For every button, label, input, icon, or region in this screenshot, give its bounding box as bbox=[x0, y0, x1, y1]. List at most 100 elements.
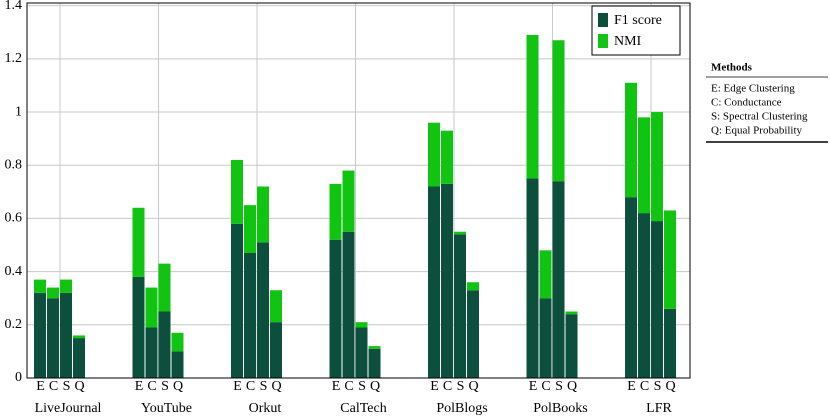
bar-segment bbox=[664, 210, 677, 309]
plot-frame bbox=[26, 2, 691, 379]
x-tick-label: E bbox=[233, 379, 242, 394]
methods-title: Methods bbox=[711, 62, 753, 74]
bar-segment bbox=[552, 40, 565, 182]
bar-segment bbox=[231, 223, 244, 378]
x-tick-label: Q bbox=[665, 379, 675, 394]
bar-segment bbox=[526, 178, 539, 378]
y-tick-label: 1.4 bbox=[5, 0, 23, 13]
x-tick-label: Q bbox=[567, 379, 577, 394]
bar-segment bbox=[552, 181, 565, 378]
bar-segment bbox=[342, 170, 355, 232]
bar-segment bbox=[158, 263, 171, 312]
y-tick-label: 1 bbox=[15, 104, 22, 119]
bar-segment bbox=[244, 253, 257, 378]
bar-segment bbox=[132, 276, 145, 378]
bar-segment bbox=[60, 292, 72, 378]
bar-segment bbox=[342, 231, 355, 378]
bar-segment bbox=[441, 130, 454, 184]
bar-segment bbox=[651, 112, 664, 222]
x-tick-label: C bbox=[640, 379, 649, 394]
y-tick-label: 0 bbox=[15, 370, 22, 385]
category-label: YouTube bbox=[141, 401, 192, 416]
x-tick-label: S bbox=[63, 379, 71, 394]
category-label: LFR bbox=[646, 401, 672, 416]
x-tick-label: Q bbox=[370, 379, 380, 394]
bar-segment bbox=[539, 298, 552, 378]
x-tick-label: S bbox=[654, 379, 662, 394]
x-tick-label: C bbox=[344, 379, 353, 394]
x-tick-label: E bbox=[36, 379, 45, 394]
bar-segment bbox=[73, 338, 85, 378]
bar-segment bbox=[355, 322, 368, 328]
bar-segment bbox=[34, 292, 46, 378]
bar-segment bbox=[368, 346, 381, 349]
methods-item: S: Spectral Clustering bbox=[711, 111, 808, 123]
bar-segment bbox=[625, 82, 638, 198]
bar-segment bbox=[428, 122, 441, 187]
y-tick-label: 0.8 bbox=[5, 157, 23, 172]
x-tick-label: S bbox=[358, 379, 366, 394]
y-tick-label: 0.6 bbox=[5, 211, 23, 226]
bar-segment bbox=[158, 311, 171, 378]
bar-segment bbox=[428, 186, 441, 378]
x-tick-label: S bbox=[161, 379, 169, 394]
bar-segment bbox=[565, 311, 578, 315]
bar-segment bbox=[526, 34, 539, 179]
category-label: PolBooks bbox=[533, 401, 587, 416]
legend-label: NMI bbox=[614, 34, 642, 49]
bar-segment bbox=[454, 234, 467, 378]
bar-segment bbox=[355, 327, 368, 378]
bar-segment bbox=[565, 314, 578, 378]
x-tick-label: S bbox=[555, 379, 563, 394]
bar-segment bbox=[73, 335, 85, 339]
bar-segment bbox=[454, 231, 467, 235]
bar-segment bbox=[145, 287, 158, 328]
legend-swatch bbox=[598, 13, 608, 27]
x-tick-label: Q bbox=[468, 379, 478, 394]
bar-segment bbox=[329, 239, 342, 378]
x-tick-label: C bbox=[443, 379, 452, 394]
legend-swatch bbox=[598, 34, 608, 48]
x-tick-label: E bbox=[135, 379, 144, 394]
bar-segment bbox=[539, 250, 552, 299]
x-tick-label: Q bbox=[271, 379, 281, 394]
bar-segment bbox=[257, 242, 270, 378]
methods-item: Q: Equal Probability bbox=[711, 125, 803, 137]
bar-segment bbox=[171, 332, 184, 352]
bar-segment bbox=[270, 290, 283, 323]
bar-segment bbox=[638, 117, 651, 214]
category-label: Orkut bbox=[249, 401, 282, 416]
x-tick-label: Q bbox=[74, 379, 84, 394]
bar-segment bbox=[651, 221, 664, 378]
x-tick-label: S bbox=[260, 379, 268, 394]
category-label: LiveJournal bbox=[35, 401, 102, 416]
bar-segment bbox=[329, 183, 342, 240]
x-tick-label: S bbox=[457, 379, 465, 394]
bar-segment bbox=[60, 279, 72, 293]
x-tick-label: C bbox=[246, 379, 255, 394]
methods-item: E: Edge Clustering bbox=[711, 83, 795, 95]
bar-segment bbox=[34, 279, 46, 293]
bar-segment bbox=[132, 207, 145, 277]
bar-segment bbox=[171, 351, 184, 378]
bar-segment bbox=[145, 327, 158, 378]
x-tick-label: Q bbox=[173, 379, 183, 394]
x-tick-label: E bbox=[529, 379, 538, 394]
y-tick-label: 0.4 bbox=[5, 264, 23, 279]
methods-item: C: Conductance bbox=[711, 97, 782, 109]
bar-segment bbox=[47, 287, 59, 299]
bar-segment bbox=[638, 213, 651, 378]
legend-label: F1 score bbox=[614, 13, 662, 28]
x-tick-label: E bbox=[627, 379, 636, 394]
x-tick-label: C bbox=[147, 379, 156, 394]
bar-segment bbox=[441, 183, 454, 378]
bar-segment bbox=[270, 322, 283, 378]
bar-segment bbox=[467, 290, 480, 378]
bar-segment bbox=[625, 197, 638, 378]
x-tick-label: E bbox=[332, 379, 341, 394]
bar-segment bbox=[257, 186, 270, 243]
x-tick-label: C bbox=[541, 379, 550, 394]
category-label: CalTech bbox=[340, 401, 386, 416]
bar-segment bbox=[47, 298, 59, 378]
